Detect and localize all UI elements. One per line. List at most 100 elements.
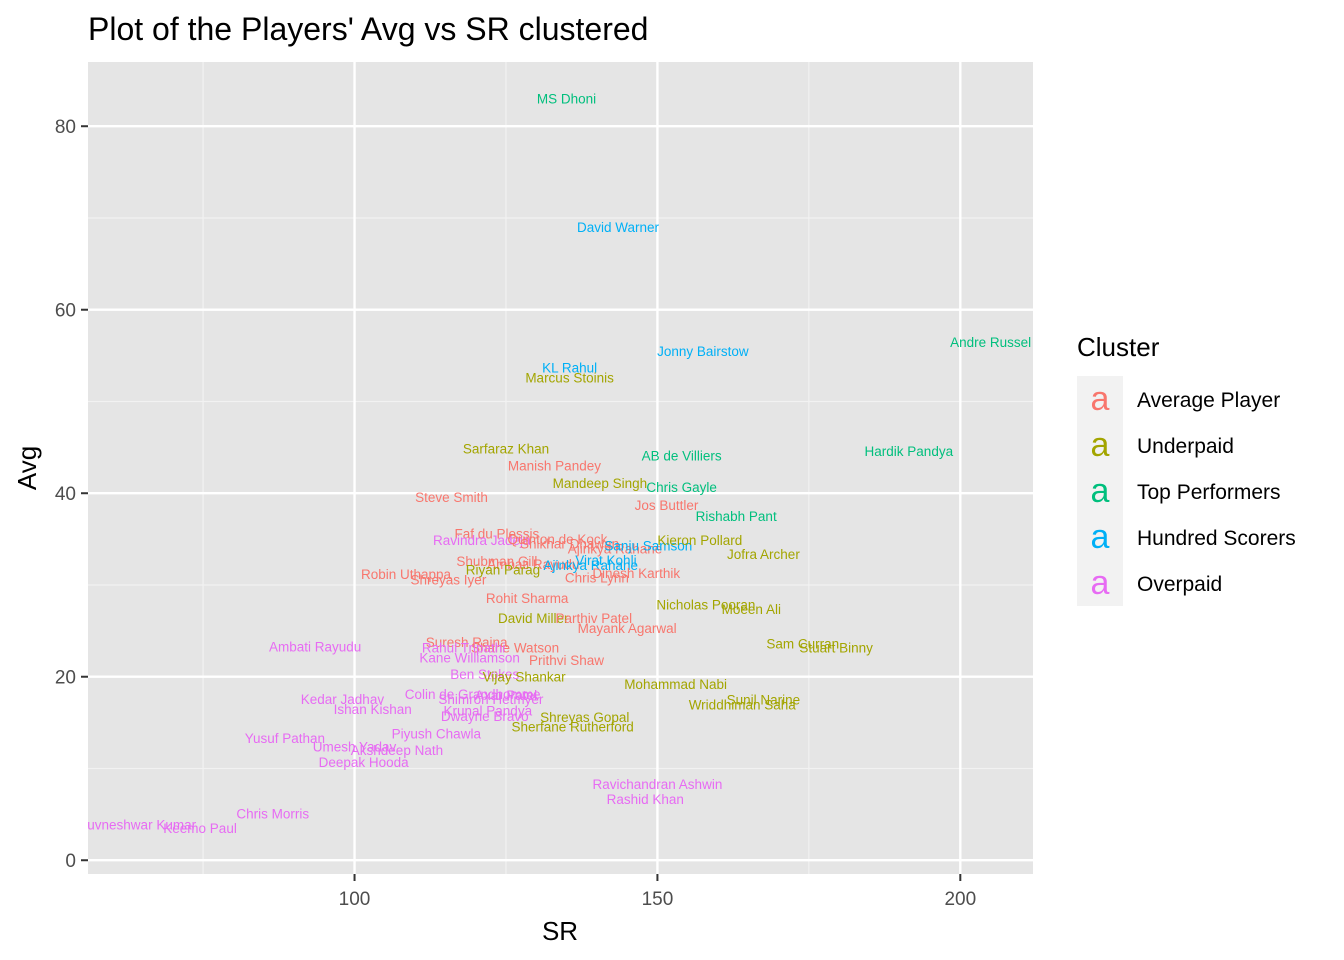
legend-key-glyph: a (1091, 518, 1110, 556)
point-label: Chris Morris (236, 806, 309, 821)
point-label: Virat Kohli (575, 553, 636, 568)
point-label: Quinton de Kock (508, 532, 608, 547)
point-label: Mayank Agarwal (578, 621, 677, 636)
legend-title: Cluster (1077, 332, 1160, 362)
point-label: Dinesh Karthik (592, 566, 680, 581)
point-label: Dwayne Bravo (441, 709, 529, 724)
point-label: MS Dhoni (537, 92, 596, 107)
point-label: Jonny Bairstow (657, 344, 749, 359)
point-label: Ishan Kishan (334, 702, 412, 717)
point-label: Shreyas Iyer (411, 572, 487, 587)
point-label: Hardik Pandya (865, 444, 954, 459)
point-label: Ravichandran Ashwin (593, 777, 723, 792)
point-label: Faf du Plessis (454, 527, 539, 542)
x-tick-label: 150 (642, 889, 674, 910)
point-label: Yusuf Pathan (245, 731, 325, 746)
point-label: AB de Villiers (642, 449, 722, 464)
point-label: Manish Pandey (508, 459, 601, 474)
point-label: Colin de Grandhomme (405, 687, 541, 702)
point-label: Chris Lynn (565, 571, 629, 586)
legend-key (1077, 422, 1123, 468)
legend-key-glyph: a (1091, 564, 1110, 602)
point-label: KL Rahul (542, 361, 597, 376)
point-label: Ajinkya Rahane (544, 558, 639, 573)
point-label: Vijay Shankar (483, 670, 567, 685)
point-label: Ben Stokes (450, 667, 519, 682)
legend-key (1077, 468, 1123, 514)
x-tick-label: 100 (339, 889, 371, 910)
point-label: Rohit Sharma (486, 591, 569, 606)
x-tick-label: 200 (944, 889, 976, 910)
point-label: Ajinkya Rahane (568, 541, 663, 556)
point-label: Kieron Pollard (657, 533, 742, 548)
point-label: Sarfaraz Khan (463, 441, 549, 456)
legend-key (1077, 514, 1123, 560)
point-label: Rishabh Pant (696, 509, 777, 524)
point-label: Steve Smith (415, 490, 488, 505)
point-label: Ravindra Jadeja (433, 533, 531, 548)
point-label: Krunal Pandya (444, 704, 533, 719)
point-label: Moeen Ali (722, 602, 781, 617)
point-label: Jos Buttler (635, 498, 699, 513)
point-label: David Warner (577, 220, 660, 235)
point-label: Mandeep Singh (553, 476, 648, 491)
y-axis: 0 20 40 60 80 (55, 117, 88, 872)
y-tick-label: 0 (65, 851, 76, 872)
legend-label: Average Player (1137, 389, 1280, 412)
point-label: Parthiv Patel (556, 611, 633, 626)
legend-label: Hundred Scorers (1137, 527, 1296, 550)
point-label: Chris Gayle (646, 480, 717, 495)
point-label: Sherfane Rutherford (511, 719, 633, 734)
point-label: Riyan Parag (466, 562, 540, 577)
point-label: Axar Patel (475, 688, 537, 703)
point-label: Stuart Binny (799, 640, 873, 655)
legend-key-glyph: a (1091, 426, 1110, 464)
point-label: David Miller (498, 611, 569, 626)
legend-label: Underpaid (1137, 435, 1234, 458)
chart-title: Plot of the Players' Avg vs SR clustered (88, 11, 648, 47)
point-label: Suresh Raina (426, 635, 508, 650)
point-label: Mohammad Nabi (624, 677, 727, 692)
legend-label: Top Performers (1137, 481, 1281, 504)
point-label: Kane Williamson (419, 650, 520, 665)
legend: Cluster a Average Player a Underpaid a Top Pe… (1077, 332, 1296, 606)
point-label: Jofra Archer (727, 547, 800, 562)
legend-label: Overpaid (1137, 573, 1222, 596)
point-label: Wriddhiman Saha (689, 697, 797, 712)
x-axis-title: SR (542, 916, 578, 946)
gridlines-minor (88, 62, 1033, 874)
y-tick-label: 60 (55, 301, 76, 322)
point-label: Kedar Jadhav (301, 692, 385, 707)
point-label: Rashid Khan (607, 792, 684, 807)
point-label: Shikhar Dhawan (520, 537, 619, 552)
point-label: Rahul Tripathi (422, 640, 505, 655)
point-label: Shreyas Gopal (540, 710, 629, 725)
point-label: Bhuvneshwar Kumar (71, 817, 197, 832)
point-label: Deepak Hooda (319, 755, 410, 770)
legend-key-glyph: a (1091, 380, 1110, 418)
plot-panel (88, 62, 1033, 874)
point-label: Sunil Narine (727, 693, 801, 708)
x-axis: 100 150 200 (339, 874, 976, 910)
point-label: Nicholas Pooran (656, 597, 755, 612)
y-tick-label: 80 (55, 117, 76, 138)
point-label: Akshdeep Nath (351, 743, 443, 758)
point-label: Shimron Hetmyer (438, 692, 544, 707)
point-label: Ambati Rayudu (269, 639, 361, 654)
point-label: Piyush Chawla (392, 727, 482, 742)
point-label: Ambati Rayudu (487, 557, 579, 572)
point-label: Umesh Yadav (313, 739, 397, 754)
point-labels: MS Dhoni David Warner Andre Russel Jonny Ba… (71, 92, 1031, 836)
point-label: Shubman Gill (456, 554, 537, 569)
point-label: Robin Uthappa (361, 567, 452, 582)
y-tick-label: 20 (55, 668, 76, 689)
y-tick-label: 40 (55, 484, 76, 505)
point-label: Prithvi Shaw (529, 653, 604, 668)
point-label: Keemo Paul (163, 821, 237, 836)
legend-key (1077, 376, 1123, 422)
point-label: Andre Russel (950, 335, 1031, 350)
point-label: Sanju Samson (604, 539, 692, 554)
point-label: Shane Watson (471, 640, 559, 655)
point-label: Sam Curran (766, 637, 839, 652)
